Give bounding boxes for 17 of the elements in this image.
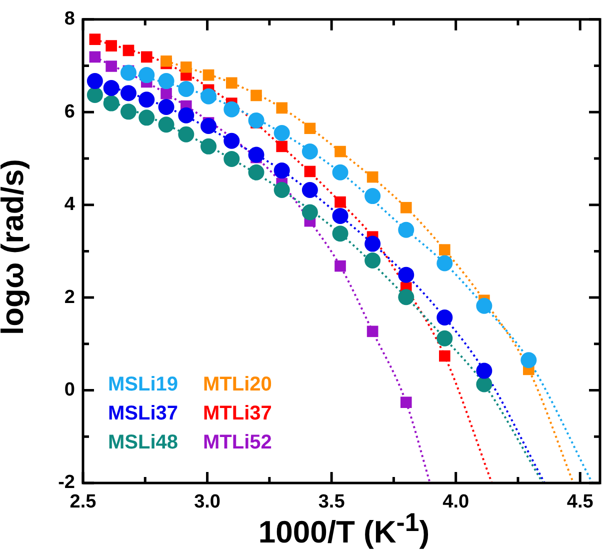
- x-tick-label: 4.0: [442, 492, 470, 513]
- x-tick-label: 3.0: [194, 492, 220, 513]
- x-tick-label: 4.5: [566, 492, 594, 513]
- y-tick-label: 2: [64, 286, 75, 308]
- y-tick-label: -2: [58, 472, 75, 494]
- text: MSLi37: [108, 402, 178, 425]
- text: MTLi20: [203, 374, 272, 396]
- x-tick-label: 2.5: [70, 492, 97, 513]
- y-tick-label: 6: [64, 101, 75, 122]
- y-axis-title: logω (rad/s): [0, 158, 30, 338]
- text: MSLi48: [108, 432, 178, 454]
- y-tick-label: 8: [64, 8, 75, 30]
- text: MTLi37: [203, 402, 272, 425]
- y-tick-label: 4: [64, 194, 76, 216]
- y-tick-label: 0: [64, 380, 75, 401]
- text: MSLi19: [108, 374, 178, 396]
- text: MTLi52: [203, 432, 272, 454]
